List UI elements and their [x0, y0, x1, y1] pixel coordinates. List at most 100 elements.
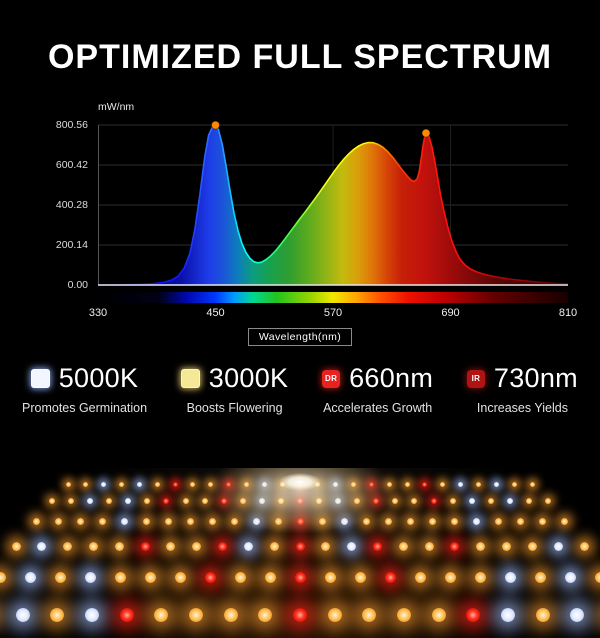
- y-axis-unit-label: mW/nm: [98, 101, 134, 113]
- led-dot-cool: [469, 498, 475, 504]
- led-dot-cool: [494, 482, 499, 487]
- spectrum-legend: 5000K Promotes Germination 3000K Boosts …: [0, 363, 600, 415]
- led-dot-warm: [12, 542, 21, 551]
- led-dot-warm: [165, 518, 172, 525]
- led-dot-warm: [99, 518, 106, 525]
- led-dot-warm: [145, 572, 156, 583]
- legend-item-730nm: IR 730nm Increases Yields: [467, 363, 578, 415]
- led-dot-warm: [155, 482, 160, 487]
- y-tick-label: 200.14: [56, 239, 88, 251]
- led-dot-warm: [415, 572, 426, 583]
- led-dot-warm: [143, 518, 150, 525]
- led-dot-cool: [16, 608, 30, 622]
- led-dot-warm: [502, 542, 511, 551]
- x-tick-label: 450: [206, 307, 224, 319]
- led-dot-red: [205, 572, 216, 583]
- led-dot-warm: [33, 518, 40, 525]
- x-axis-title: Wavelength(nm): [248, 328, 352, 346]
- led-dot-warm: [536, 608, 550, 622]
- led-dot-warm: [539, 518, 546, 525]
- wavelength-colorbar: [98, 292, 568, 303]
- x-axis-tick-labels: 330 450 570 690 810: [98, 307, 568, 321]
- led-dot-warm: [66, 482, 71, 487]
- y-tick-label: 400.28: [56, 199, 88, 211]
- led-dot-warm: [429, 518, 436, 525]
- legend-desc: Promotes Germination: [22, 401, 147, 415]
- led-dot-red: [293, 608, 307, 622]
- legend-item-top: 5000K: [31, 363, 139, 394]
- led-dot-cool: [505, 572, 516, 583]
- legend-desc: Increases Yields: [477, 401, 568, 415]
- x-axis-title-wrap: Wavelength(nm): [0, 327, 600, 346]
- x-tick-label: 570: [324, 307, 342, 319]
- led-dot-warm: [512, 482, 517, 487]
- legend-desc: Boosts Flowering: [187, 401, 283, 415]
- led-dot-warm: [235, 572, 246, 583]
- y-tick-label: 800.56: [56, 119, 88, 131]
- led-dot-warm: [530, 482, 535, 487]
- spectrum-area-svg: [98, 115, 568, 290]
- led-dot-cool: [565, 572, 576, 583]
- y-tick-label: 0.00: [68, 279, 88, 291]
- led-dot-warm: [265, 572, 276, 583]
- led-dot-warm: [119, 482, 124, 487]
- led-dot-warm: [189, 608, 203, 622]
- led-dot-cool: [121, 518, 128, 525]
- legend-label: 3000K: [209, 363, 289, 394]
- legend-item-660nm: DR 660nm Accelerates Growth: [322, 363, 433, 415]
- led-dot-red: [431, 498, 437, 504]
- led-dot-warm: [488, 498, 494, 504]
- led-dot-cool: [507, 498, 513, 504]
- led-dot-warm: [526, 498, 532, 504]
- led-dot-cool: [25, 572, 36, 583]
- legend-desc: Accelerates Growth: [323, 401, 432, 415]
- led-dot-cool: [554, 542, 563, 551]
- led-board-photo: [0, 468, 600, 638]
- spectrum-plot-area: [98, 115, 568, 290]
- led-dot-red: [141, 542, 150, 551]
- legend-label: 730nm: [494, 363, 578, 394]
- led-dot-cool: [137, 482, 142, 487]
- led-dot-warm: [445, 572, 456, 583]
- led-dot-warm: [115, 542, 124, 551]
- led-dot-warm: [476, 482, 481, 487]
- infrared-led-icon: IR: [467, 370, 485, 388]
- led-dot-warm: [545, 498, 551, 504]
- led-dot-red: [385, 572, 396, 583]
- x-tick-label: 690: [441, 307, 459, 319]
- led-dot-warm: [517, 518, 524, 525]
- led-dot-warm: [55, 518, 62, 525]
- x-tick-label: 810: [559, 307, 577, 319]
- legend-item-top: DR 660nm: [322, 363, 433, 394]
- led-dot-cool: [501, 608, 515, 622]
- led-dot-warm: [77, 518, 84, 525]
- led-chip-5000k-icon: [31, 369, 50, 388]
- led-dot-warm: [495, 518, 502, 525]
- led-dot-warm: [55, 572, 66, 583]
- legend-label: 5000K: [59, 363, 139, 394]
- led-dot-red: [120, 608, 134, 622]
- led-dot-warm: [175, 572, 186, 583]
- led-dot-warm: [432, 608, 446, 622]
- led-dot-warm: [224, 608, 238, 622]
- led-dot-warm: [49, 498, 55, 504]
- page-title: OPTIMIZED FULL SPECTRUM: [0, 38, 600, 77]
- peak-markers: [212, 121, 431, 137]
- led-dot-red: [173, 482, 178, 487]
- led-dot-warm: [89, 542, 98, 551]
- legend-item-5000k: 5000K Promotes Germination: [22, 363, 147, 415]
- legend-item-top: 3000K: [181, 363, 289, 394]
- led-dot-red: [295, 572, 306, 583]
- led-dot-warm: [325, 572, 336, 583]
- legend-item-top: IR 730nm: [467, 363, 578, 394]
- led-dot-warm: [397, 608, 411, 622]
- led-dot-warm: [355, 572, 366, 583]
- led-dot-warm: [535, 572, 546, 583]
- led-dot-warm: [580, 542, 589, 551]
- led-dot-warm: [328, 608, 342, 622]
- led-dot-warm: [451, 518, 458, 525]
- led-dot-warm: [528, 542, 537, 551]
- led-dot-warm: [475, 572, 486, 583]
- led-dot-cool: [85, 572, 96, 583]
- led-dot-warm: [561, 518, 568, 525]
